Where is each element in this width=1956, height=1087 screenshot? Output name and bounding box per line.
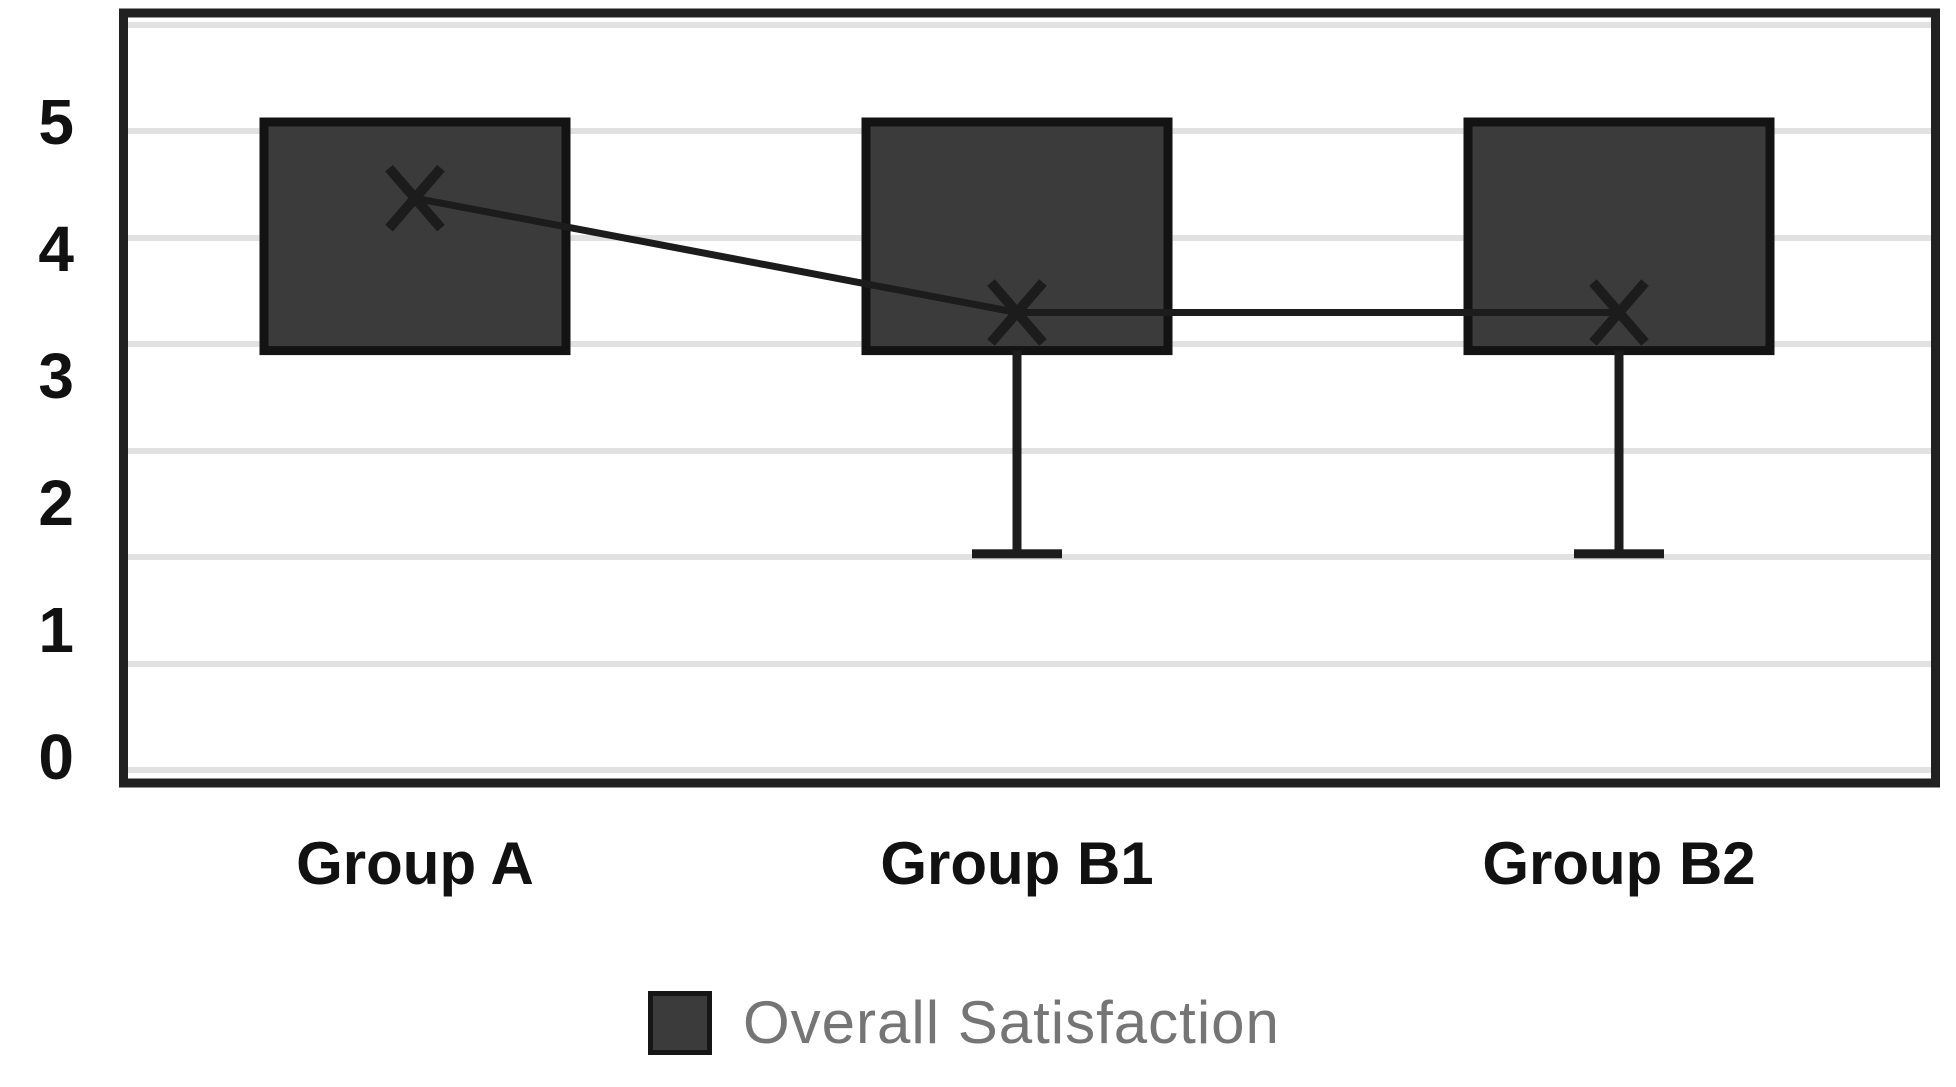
y-tick-label-0: 0 — [38, 721, 74, 793]
legend: Overall Satisfaction — [648, 988, 1280, 1058]
whisker-cap-group-b2 — [1574, 549, 1664, 559]
x-category-label-group-b2: Group B2 — [1482, 830, 1756, 897]
mean-marker-group-b2 — [1589, 279, 1649, 346]
box-group-a — [259, 117, 571, 356]
x-category-label-group-a: Group A — [296, 830, 534, 897]
legend-label: Overall Satisfaction — [743, 989, 1280, 1056]
y-tick-label-4: 4 — [38, 213, 74, 285]
whisker-cap-group-b1 — [972, 549, 1062, 559]
legend-swatch — [648, 991, 712, 1055]
y-tick-label-1: 1 — [38, 594, 74, 666]
mean-marker-group-a — [385, 164, 445, 232]
y-tick-label-3: 3 — [38, 340, 74, 412]
plot-border — [119, 8, 1940, 788]
y-tick-label-2: 2 — [38, 467, 74, 539]
x-category-label-group-b1: Group B1 — [880, 830, 1154, 897]
mean-marker-group-b1 — [987, 279, 1047, 346]
y-tick-label-5: 5 — [38, 86, 74, 158]
